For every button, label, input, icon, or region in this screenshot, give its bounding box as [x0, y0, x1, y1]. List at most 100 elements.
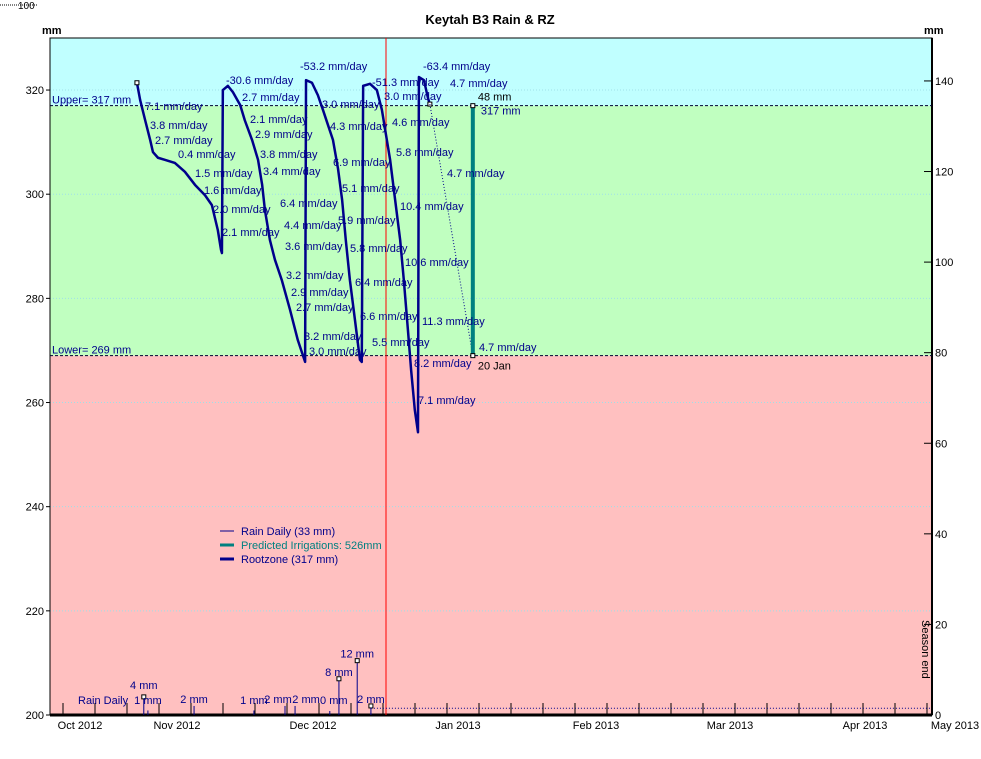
predicted-irrigation-amount: 48 mm — [478, 92, 512, 104]
upper-limit-label: Upper= 317 mm — [52, 95, 131, 107]
rate-annotation: 1.6 mm/day — [204, 185, 262, 197]
rate-annotation: 3.0 mm/day — [309, 346, 367, 358]
band-optimal — [50, 105, 932, 356]
right-tick-label: 120 — [935, 167, 953, 179]
rate-annotation: 2.9 mm/day — [291, 287, 349, 299]
rate-annotation: 6.4 mm/day — [355, 277, 413, 289]
left-tick-label: 200 — [26, 710, 44, 722]
month-label: Mar 2013 — [707, 720, 753, 732]
band-above-upper — [50, 38, 932, 106]
rate-annotation: -30.6 mm/day — [226, 75, 294, 87]
rate-annotation: 3.8 mm/day — [260, 149, 318, 161]
rain-label: 2 mm — [292, 694, 320, 706]
month-label: Oct 2012 — [58, 720, 103, 732]
lower-limit-label: Lower= 269 mm — [52, 345, 131, 357]
month-label: Dec 2012 — [289, 720, 336, 732]
legend-item: Rootzone (317 mm) — [241, 554, 338, 566]
month-label: Jan 2013 — [435, 720, 480, 732]
rate-annotation: 3.8 mm/day — [150, 120, 208, 132]
right-axis-label: mm — [924, 25, 944, 37]
rate-annotation: 0.4 mm/day — [178, 149, 236, 161]
legend-item: Rain Daily (33 mm) — [241, 526, 335, 538]
rate-annotation: 4.7 mm/day — [447, 168, 505, 180]
predicted-irrigation-date: 20 Jan — [478, 361, 511, 373]
rate-annotation: 2.1 mm/day — [222, 227, 280, 239]
rate-annotation: -63.4 mm/day — [423, 61, 491, 73]
left-tick-label: 260 — [26, 398, 44, 410]
left-axis-label: mm — [42, 25, 62, 37]
right-tick-label: 80 — [935, 348, 947, 360]
rain-label: 2 mm — [357, 694, 385, 706]
rain-label: 12 mm — [340, 649, 374, 661]
left-tick-label: 320 — [26, 85, 44, 97]
rate-annotation: 5.8 mm/day — [396, 147, 454, 159]
predicted-irrigation-marker — [470, 103, 476, 109]
rate-annotation: -53.2 mm/day — [300, 61, 368, 73]
rate-annotation: 2.7 mm/day — [296, 302, 354, 314]
rain-label: 8 mm — [325, 667, 353, 679]
rootzone-start-marker — [134, 80, 140, 86]
right-tick-label: 0 — [935, 710, 941, 722]
rain-label: 1 mm — [240, 695, 268, 707]
rate-annotation: 2.9 mm/day — [255, 129, 313, 141]
rain-marker — [354, 658, 360, 664]
rate-annotation: 7.1 mm/day — [145, 101, 203, 113]
rain-label: 2 mm — [264, 694, 292, 706]
rain-label: 4 mm — [130, 680, 158, 692]
rate-annotation: 2.7 mm/day — [242, 92, 300, 104]
rate-annotation: 11.3 mm/day — [422, 316, 485, 328]
rate-annotation: 1.5 mm/day — [195, 168, 253, 180]
rate-annotation: 10.4 mm/day — [400, 201, 464, 213]
rate-annotation: 2.7 mm/day — [155, 135, 213, 147]
left-tick-label: 300 — [26, 189, 44, 201]
rate-annotation: 3.4 mm/day — [263, 166, 321, 178]
rate-annotation: 5.1 mm/day — [342, 183, 400, 195]
chart-title: Keytah B3 Rain & RZ — [425, 12, 554, 27]
month-label: Nov 2012 — [153, 720, 200, 732]
left-tick-label: 240 — [26, 502, 44, 514]
right-tick-label: 100 — [935, 257, 953, 269]
rain-marker — [336, 676, 342, 682]
rate-annotation: 2.0 mm/day — [213, 204, 271, 216]
left-tick-label: 280 — [26, 293, 44, 305]
rain-label: 0 mm — [320, 695, 348, 707]
stray-top-label: 100 — [18, 1, 35, 12]
month-label: Apr 2013 — [843, 720, 888, 732]
rate-annotation: 4.6 mm/day — [392, 117, 450, 129]
legend-item: Predicted Irrigations: 526mm — [241, 540, 382, 552]
rate-annotation: 4.7 mm/day — [479, 342, 537, 354]
rain-series-label: Rain Daily — [78, 695, 129, 707]
rate-annotation: 6.4 mm/day — [280, 198, 338, 210]
right-tick-label: 20 — [935, 619, 947, 631]
right-tick-label: 40 — [935, 529, 947, 541]
band-below-lower — [50, 355, 932, 715]
predicted-irrigation-top: 317 mm — [481, 106, 521, 118]
rate-annotation: 2.1 mm/day — [250, 114, 308, 126]
month-label: May 2013 — [931, 720, 979, 732]
month-label: Feb 2013 — [573, 720, 619, 732]
rate-annotation: -51.3 mm/day — [372, 77, 440, 89]
predicted-rootzone-line — [429, 104, 474, 356]
rate-annotation: 5.8 mm/day — [350, 243, 408, 255]
rate-annotation: 3.2 mm/day — [304, 331, 362, 343]
rain-label: 2 mm — [180, 694, 208, 706]
rain-marker — [141, 694, 147, 700]
rate-annotation: 5.9 mm/day — [338, 215, 396, 227]
rootzone-line — [135, 75, 432, 434]
rain-label: 1 mm — [134, 695, 162, 707]
rate-annotation: 3.0 mm/day — [322, 99, 380, 111]
rate-annotation: 4.7 mm/day — [450, 78, 508, 90]
season-end-label: Season end — [919, 620, 931, 679]
rate-annotation: 4.4 mm/day — [284, 220, 342, 232]
rate-annotation: 3.0 mm/day — [384, 91, 442, 103]
left-tick-label: 220 — [26, 606, 44, 618]
rate-annotation: 3.2 mm/day — [286, 270, 344, 282]
rate-annotation: 6.6 mm/day — [360, 311, 418, 323]
rate-annotation: 5.5 mm/day — [372, 337, 430, 349]
rate-annotation: 10.6 mm/day — [405, 257, 469, 269]
predicted-irrigation-marker — [470, 353, 476, 359]
rate-annotation: 7.1 mm/day — [418, 395, 476, 407]
right-tick-label: 60 — [935, 438, 947, 450]
rate-annotation: 4.3 mm/day — [330, 121, 388, 133]
